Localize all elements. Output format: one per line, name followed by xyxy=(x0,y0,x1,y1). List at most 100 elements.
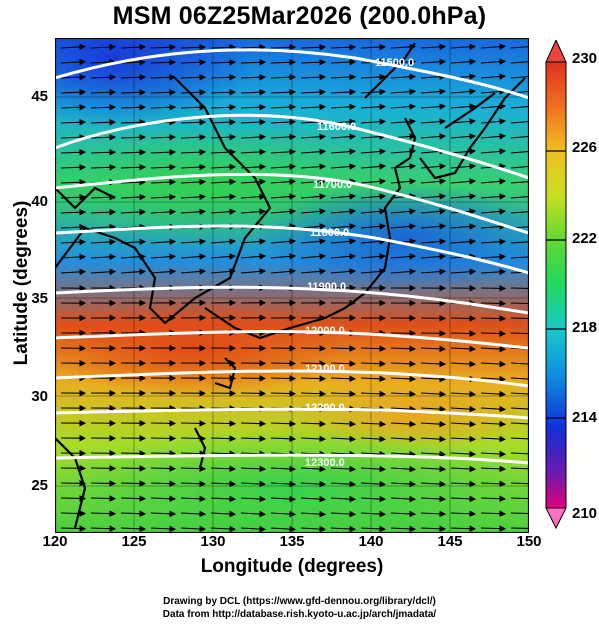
wind-vector xyxy=(180,435,207,442)
wind-vector xyxy=(300,480,327,488)
wind-vector xyxy=(450,360,477,368)
wind-vector xyxy=(420,208,447,215)
wind-vector xyxy=(330,495,357,503)
wind-vector xyxy=(420,88,447,95)
wind-vector xyxy=(450,133,477,140)
x-tick-label: 145 xyxy=(437,533,463,550)
wind-vector xyxy=(270,375,297,382)
wind-vector xyxy=(120,253,147,261)
wind-vector xyxy=(150,510,177,518)
wind-vector xyxy=(510,196,529,199)
wind-vector xyxy=(120,88,147,96)
wind-vector xyxy=(120,268,147,275)
colorbar-body xyxy=(545,61,567,509)
wind-vector xyxy=(390,148,417,155)
wind-vector xyxy=(270,58,297,66)
wind-vector xyxy=(150,89,177,96)
wind-vector xyxy=(240,510,267,518)
wind-vector xyxy=(510,241,529,244)
wind-vector xyxy=(210,510,237,518)
wind-vector xyxy=(90,480,117,487)
wind-vector xyxy=(180,118,207,126)
wind-vector xyxy=(480,525,507,532)
wind-vector xyxy=(510,287,529,289)
wind-vector xyxy=(120,208,147,216)
wind-vector xyxy=(180,58,207,66)
wind-vector xyxy=(450,268,477,276)
wind-vector xyxy=(300,178,327,185)
wind-vector xyxy=(90,73,117,81)
contour-labels: 11500.0 11600.0 11700.0 11800.0 11900.0 … xyxy=(305,57,414,469)
wind-vector xyxy=(90,149,117,156)
wind-vector xyxy=(420,73,447,81)
wind-vector xyxy=(420,133,447,140)
wind-vector xyxy=(120,193,147,201)
wind-vector xyxy=(390,420,417,428)
contour-label: 11500.0 xyxy=(375,57,414,69)
wind-vector xyxy=(150,253,177,260)
wind-vector xyxy=(510,46,529,49)
wind-vector xyxy=(330,420,357,428)
y-tick-label: 35 xyxy=(31,290,48,307)
wind-vector xyxy=(510,407,529,410)
contour-label: 11800.0 xyxy=(310,227,349,239)
wind-vector xyxy=(120,119,147,126)
colorbar-top-arrow xyxy=(545,40,567,63)
wind-vector xyxy=(270,238,297,245)
wind-vector xyxy=(330,193,357,200)
wind-vector xyxy=(90,208,117,216)
wind-vector xyxy=(180,193,207,201)
wind-vector xyxy=(120,495,147,502)
wind-vector xyxy=(450,345,477,353)
wind-vector xyxy=(480,450,507,458)
wind-vector xyxy=(420,360,447,368)
x-tick-label: 150 xyxy=(516,533,542,550)
wind-vector xyxy=(390,73,417,81)
wind-vector xyxy=(360,390,387,398)
wind-vector xyxy=(330,360,357,367)
wind-vector xyxy=(420,510,447,518)
wind-vector xyxy=(240,465,267,473)
wind-vector xyxy=(390,525,417,533)
wind-vector xyxy=(300,73,327,81)
wind-vector xyxy=(150,435,177,442)
wind-vector xyxy=(360,525,387,533)
wind-vector xyxy=(510,105,529,109)
wind-vector xyxy=(300,345,327,352)
contour-label: 11600.0 xyxy=(317,121,356,133)
wind-vector xyxy=(510,61,529,64)
wind-vector xyxy=(510,482,529,485)
wind-vector xyxy=(510,467,529,470)
wind-vector xyxy=(270,465,297,473)
wind-vector xyxy=(450,58,477,65)
wind-vector xyxy=(210,88,237,96)
wind-vector xyxy=(90,510,117,517)
x-tick-label: 120 xyxy=(42,533,68,550)
wind-vector xyxy=(210,450,237,457)
wind-vector xyxy=(300,435,327,443)
wind-vector xyxy=(210,59,237,66)
wind-vector xyxy=(210,480,237,488)
chart-title: MSM 06Z25Mar2026 (200.0hPa) xyxy=(112,2,487,30)
wind-vector xyxy=(120,238,147,246)
wind-vector xyxy=(150,193,177,201)
wind-vector xyxy=(390,480,417,488)
wind-vector xyxy=(420,435,447,443)
wind-vector xyxy=(270,525,297,533)
y-tick-label: 45 xyxy=(31,88,48,105)
wind-vector xyxy=(180,178,207,186)
wind-vector xyxy=(240,118,267,126)
wind-vector xyxy=(450,148,477,155)
wind-vector xyxy=(360,450,387,458)
wind-vector xyxy=(240,58,267,66)
wind-vector xyxy=(180,74,207,81)
wind-vector xyxy=(240,88,267,96)
x-axis-title: Longitude (degrees) xyxy=(200,556,384,577)
wind-vector xyxy=(90,268,117,276)
wind-vector xyxy=(360,253,387,260)
wind-vector xyxy=(240,480,267,488)
wind-vector xyxy=(480,238,507,245)
wind-vector xyxy=(510,211,529,214)
wind-vector xyxy=(300,525,327,533)
wind-vector xyxy=(60,164,87,171)
